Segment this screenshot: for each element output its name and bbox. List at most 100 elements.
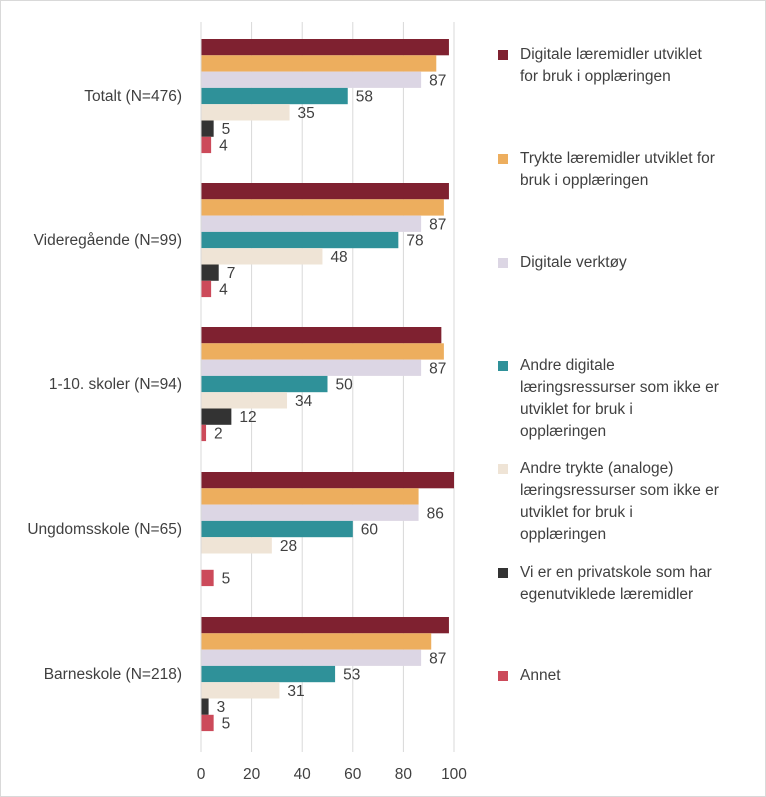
data-label: 5: [222, 570, 231, 587]
bar: [201, 424, 207, 442]
data-label: 87: [429, 650, 446, 667]
legend-label-line: læringsressurser som ikke er: [520, 379, 719, 396]
data-label: 3: [217, 699, 226, 716]
data-label: 5: [222, 121, 231, 138]
bar: [201, 327, 442, 344]
bar: [201, 183, 449, 200]
bar: [201, 408, 232, 425]
bar: [201, 488, 419, 505]
bar: [201, 649, 422, 666]
legend-item: Vi er en privatskole som har egenutvikled…: [498, 562, 760, 606]
legend-label-line: opplæringen: [520, 423, 607, 440]
data-label: 48: [330, 249, 347, 266]
category-label: Totalt (N=476): [84, 88, 182, 105]
bar: [201, 537, 272, 554]
data-label: 87: [429, 216, 446, 233]
bar: [201, 280, 212, 298]
data-label: 58: [356, 89, 373, 106]
x-tick-label: 20: [243, 766, 261, 783]
bar: [201, 104, 290, 121]
data-label: 31: [287, 683, 304, 700]
legend-label-line: Andre digitale: [520, 357, 615, 374]
legend-item: Digitale læremidler utviklet for bruk i o…: [498, 44, 760, 88]
legend-label: Annet: [520, 665, 760, 687]
legend-swatch: [498, 361, 508, 371]
legend-swatch: [498, 258, 508, 268]
data-label: 4: [219, 281, 228, 298]
legend-swatch: [498, 671, 508, 681]
bar: [201, 136, 212, 154]
legend-item: Annet: [498, 665, 760, 687]
data-label: 4: [219, 137, 228, 154]
legend-label-line: for bruk i opplæringen: [520, 68, 671, 85]
legend-item: Digitale verktøy: [498, 252, 760, 274]
data-label: 60: [361, 522, 379, 539]
legend-label-line: Annet: [520, 667, 561, 684]
category-label: Videregående (N=99): [34, 232, 182, 249]
legend-label-line: Digitale verktøy: [520, 254, 627, 271]
bar: [201, 55, 437, 72]
legend-label: Andre trykte (analoge) læringsressurser s…: [520, 458, 760, 546]
x-tick-label: 0: [197, 766, 206, 783]
legend-swatch: [498, 568, 508, 578]
bar: [201, 343, 444, 360]
legend-label-line: utviklet for bruk i: [520, 504, 633, 521]
data-label: 12: [239, 409, 256, 426]
category-label: Ungdomsskole (N=65): [27, 521, 182, 538]
legend-label-line: Trykte læremidler utviklet for: [520, 150, 715, 167]
bar: [201, 665, 336, 683]
legend-label: Digitale verktøy: [520, 252, 760, 274]
legend-item: Andre digitale læringsressurser som ikke …: [498, 355, 760, 443]
x-tick-label: 80: [395, 766, 413, 783]
legend-swatch: [498, 50, 508, 60]
bar: [201, 569, 214, 587]
bar: [201, 633, 432, 650]
legend-label-line: Digitale læremidler utviklet: [520, 46, 702, 63]
bar: [201, 698, 209, 715]
legend-item: Trykte læremidler utviklet for bruk i opp…: [498, 148, 760, 192]
x-tick-label: 100: [441, 766, 467, 783]
data-label: 35: [298, 105, 315, 122]
legend-label-line: utviklet for bruk i: [520, 401, 633, 418]
data-label: 34: [295, 393, 313, 410]
bar: [201, 248, 323, 265]
legend-item: Andre trykte (analoge) læringsressurser s…: [498, 458, 760, 546]
bar: [201, 472, 454, 489]
x-tick-label: 60: [344, 766, 362, 783]
legend-swatch: [498, 154, 508, 164]
bar: [201, 264, 219, 281]
bar: [201, 520, 353, 538]
data-label: 53: [343, 667, 360, 684]
legend-label: Andre digitale læringsressurser som ikke …: [520, 355, 760, 443]
category-label: 1-10. skoler (N=94): [49, 376, 182, 393]
x-tick-label: 40: [294, 766, 312, 783]
legend-swatch: [498, 464, 508, 474]
bar: [201, 714, 214, 732]
category-label: Barneskole (N=218): [44, 666, 182, 683]
data-label: 87: [429, 360, 446, 377]
bar: [201, 359, 422, 376]
data-label: 7: [227, 265, 236, 282]
legend-label: Trykte læremidler utviklet for bruk i opp…: [520, 148, 760, 192]
bar: [201, 375, 328, 393]
bar: [201, 120, 214, 137]
data-label: 2: [214, 425, 223, 442]
legend-label: Digitale læremidler utviklet for bruk i o…: [520, 44, 760, 88]
data-label: 86: [427, 505, 444, 522]
data-label: 50: [336, 377, 354, 394]
bar: [201, 504, 419, 521]
legend-label-line: Andre trykte (analoge): [520, 460, 674, 477]
bar: [201, 39, 449, 56]
legend-label-line: egenutviklede læremidler: [520, 586, 694, 603]
legend-label-line: læringsressurser som ikke er: [520, 482, 719, 499]
bar: [201, 682, 280, 699]
legend-label-line: opplæringen: [520, 526, 607, 543]
bar: [201, 617, 449, 634]
bar: [201, 199, 444, 216]
bar: [201, 215, 422, 232]
bar: [201, 392, 288, 409]
bar: [201, 71, 422, 88]
data-label: 78: [406, 233, 423, 250]
data-label: 5: [222, 715, 231, 732]
